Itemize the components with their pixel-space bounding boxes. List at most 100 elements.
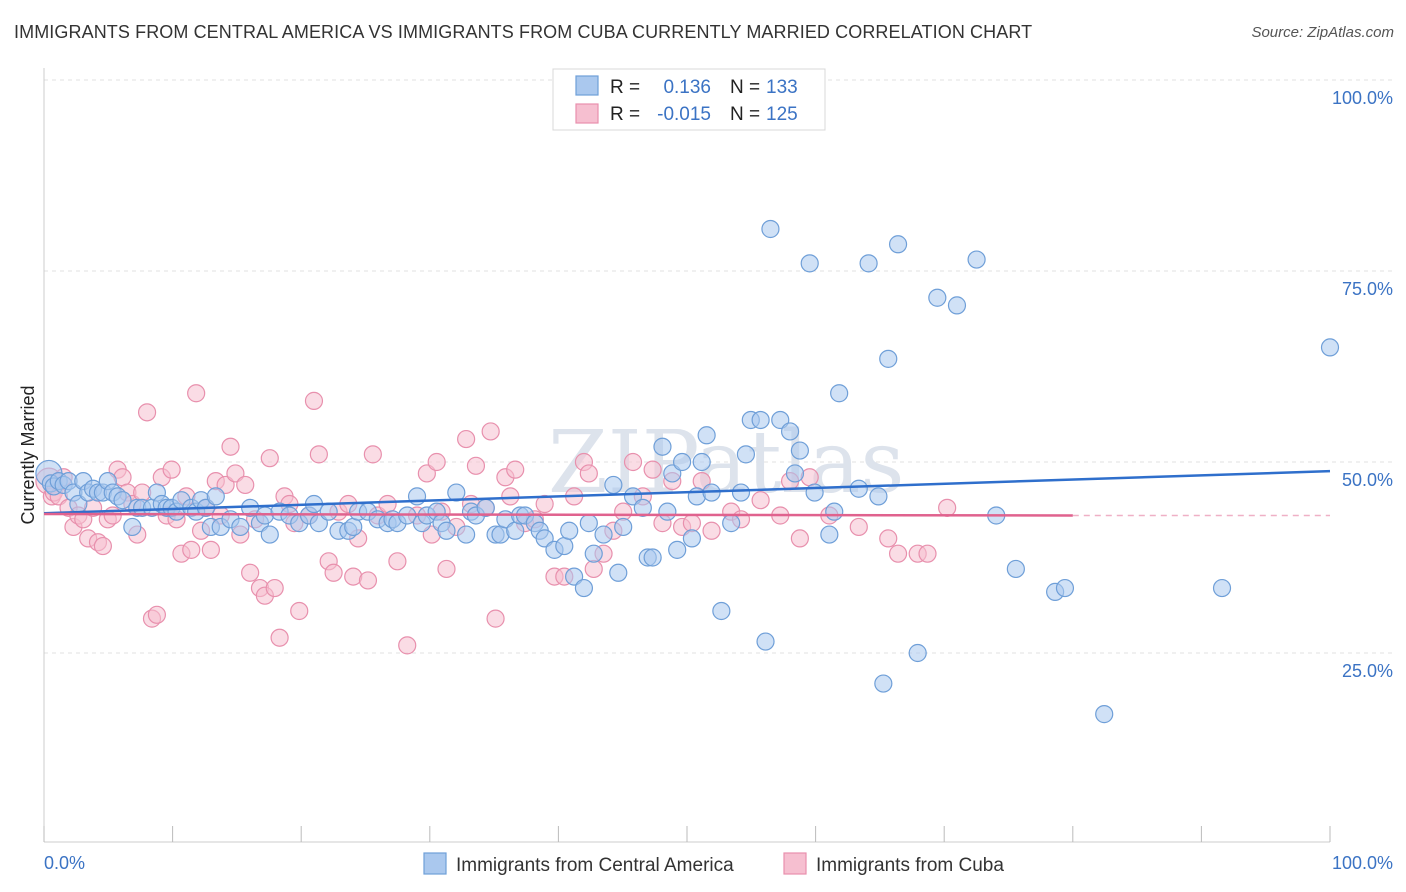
central-america-point-92 — [653, 437, 672, 456]
y-tick-label-75: 75.0% — [1342, 279, 1393, 299]
legend-swatch-pink — [575, 103, 599, 124]
central-america-point-78 — [555, 536, 574, 556]
cuba-point-110 — [790, 529, 809, 548]
cuba-point-38 — [221, 437, 240, 456]
y-tick-label-100: 100.0% — [1332, 88, 1393, 108]
cuba-point-71 — [427, 452, 446, 472]
central-america-point-133 — [1095, 705, 1114, 724]
legend-n-label-blue: N = — [730, 77, 760, 98]
cuba-point-98 — [643, 460, 662, 479]
cuba-point-55 — [309, 445, 328, 464]
cuba-point-107 — [751, 491, 770, 510]
cuba-point-75 — [457, 429, 476, 449]
bottom-legend-label-blue: Immigrants from Central America — [456, 855, 734, 876]
legend-r-value-blue: 0.136 — [663, 77, 711, 98]
central-america-point-103 — [722, 514, 741, 533]
central-america-point-114 — [800, 254, 819, 273]
cuba-trend-line — [43, 512, 1073, 517]
central-america-point-96 — [672, 452, 692, 472]
y-tick-label-25: 25.0% — [1342, 661, 1393, 681]
trend-lines — [43, 469, 1331, 517]
cuba-point-46 — [260, 449, 279, 468]
watermark: ZIPatlas — [548, 413, 904, 513]
central-america-point-84 — [594, 525, 613, 544]
cuba-point-113 — [849, 517, 868, 537]
cuba-point-102 — [682, 514, 702, 533]
central-america-point-32 — [206, 487, 225, 506]
central-america-point-79 — [560, 521, 579, 540]
cuba-point-92 — [584, 559, 603, 579]
central-america-point-85 — [604, 475, 623, 495]
central-america-point-64 — [457, 525, 476, 544]
cuba-point-31 — [187, 384, 206, 403]
cuba-point-95 — [614, 502, 633, 521]
central-america-point-132 — [1055, 578, 1075, 598]
central-america-point-130 — [1006, 559, 1025, 579]
central-america-point-99 — [692, 452, 711, 472]
legend-r-value-pink: -0.015 — [657, 104, 711, 125]
central-america-point-116 — [820, 525, 839, 544]
central-america-point-100 — [697, 426, 716, 445]
cuba-point-118 — [938, 498, 957, 517]
central-america-point-16 — [113, 491, 132, 510]
central-america-point-122 — [874, 674, 893, 693]
cuba-point-52 — [290, 601, 309, 621]
central-america-point-112 — [785, 464, 805, 483]
cuba-point-96 — [623, 452, 643, 472]
cuba-point-82 — [501, 487, 520, 506]
central-america-point-126 — [928, 288, 947, 307]
axes — [43, 68, 1331, 843]
x-tick-labels: 0.0% 100.0% — [44, 853, 1393, 873]
central-america-point-62 — [437, 521, 456, 540]
central-america-point-82 — [579, 514, 598, 533]
central-america-point-80 — [565, 567, 584, 586]
central-america-point-89 — [633, 498, 652, 517]
y-tick-label-50: 50.0% — [1342, 470, 1393, 490]
bottom-legend-swatch-pink — [783, 852, 807, 875]
central-america-point-71 — [506, 521, 525, 540]
cuba-point-66 — [388, 552, 407, 571]
central-america-point-123 — [879, 349, 898, 368]
bottom-legend-label-pink: Immigrants from Cuba — [816, 855, 1004, 876]
cuba-point-21 — [137, 403, 157, 422]
bottom-legend-swatch-blue — [423, 852, 447, 875]
cuba-point-65 — [378, 494, 397, 514]
cuba-point-23 — [147, 605, 166, 624]
cuba-point-79 — [481, 422, 500, 441]
central-america-point-109 — [761, 219, 780, 239]
central-america-point-121 — [869, 487, 888, 506]
legend-n-value-blue: 133 — [766, 77, 798, 98]
central-america-point-35 — [231, 517, 250, 537]
central-america-point-91 — [643, 548, 662, 567]
cuba-point-62 — [358, 571, 378, 590]
y-tick-labels: 25.0% 50.0% 75.0% 100.0% — [1332, 88, 1393, 681]
cuba-point-34 — [201, 540, 220, 559]
legend-r-label-pink: R = — [610, 104, 640, 125]
cuba-point-115 — [888, 544, 908, 563]
x-tick-label-min: 0.0% — [44, 853, 85, 873]
legend-swatch-blue — [575, 75, 599, 96]
cuba-point-86 — [535, 494, 554, 514]
central-america-point-63 — [447, 483, 466, 502]
legend-n-value-pink: 125 — [766, 104, 798, 125]
central-america-point-125 — [908, 643, 927, 663]
central-america-point-104 — [731, 483, 751, 502]
cuba-point-104 — [702, 521, 721, 540]
central-america-point-135 — [1320, 338, 1340, 357]
legend-r-label-blue: R = — [610, 77, 640, 98]
central-america-point-76 — [535, 529, 554, 548]
central-america-point-81 — [574, 578, 594, 598]
cuba-point-77 — [466, 456, 486, 475]
x-tick-label-max: 100.0% — [1332, 853, 1393, 873]
cuba-point-57 — [324, 563, 343, 582]
central-america-point-83 — [584, 544, 603, 563]
central-america-point-110 — [771, 410, 790, 430]
central-america-point-95 — [668, 540, 687, 559]
cuba-point-91 — [579, 464, 598, 483]
cuba-point-39 — [226, 464, 245, 483]
central-america-point-93 — [658, 502, 677, 521]
central-america-point-134 — [1212, 578, 1232, 598]
cuba-point-30 — [182, 540, 201, 559]
cuba-point-63 — [363, 445, 382, 464]
cuba-point-12 — [93, 536, 113, 556]
